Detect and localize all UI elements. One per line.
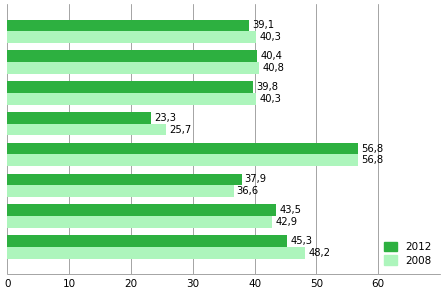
Bar: [8, 124, 166, 135]
Text: 39,8: 39,8: [256, 82, 278, 92]
Text: 56,8: 56,8: [361, 144, 384, 154]
Bar: [8, 112, 151, 124]
Bar: [8, 185, 234, 197]
Bar: [8, 204, 276, 216]
Bar: [8, 20, 249, 31]
Text: 25,7: 25,7: [169, 125, 191, 134]
Bar: [8, 247, 305, 258]
Bar: [8, 173, 242, 185]
Bar: [8, 216, 273, 228]
Bar: [8, 50, 257, 62]
Text: 37,9: 37,9: [245, 174, 267, 184]
Text: 43,5: 43,5: [279, 205, 301, 215]
Text: 40,4: 40,4: [260, 51, 282, 61]
Bar: [8, 31, 256, 43]
Text: 36,6: 36,6: [237, 186, 259, 196]
Text: 40,3: 40,3: [259, 32, 281, 42]
Bar: [8, 154, 358, 166]
Text: 56,8: 56,8: [361, 155, 384, 165]
Bar: [8, 62, 259, 74]
Bar: [8, 93, 256, 105]
Text: 39,1: 39,1: [252, 21, 274, 30]
Text: 48,2: 48,2: [308, 248, 330, 258]
Text: 42,9: 42,9: [276, 217, 297, 227]
Bar: [8, 81, 253, 93]
Text: 45,3: 45,3: [290, 236, 312, 246]
Text: 40,8: 40,8: [262, 63, 285, 73]
Text: 40,3: 40,3: [259, 94, 281, 104]
Bar: [8, 143, 358, 154]
Text: 23,3: 23,3: [155, 113, 176, 123]
Legend: 2012, 2008: 2012, 2008: [381, 239, 435, 269]
Bar: [8, 235, 287, 247]
